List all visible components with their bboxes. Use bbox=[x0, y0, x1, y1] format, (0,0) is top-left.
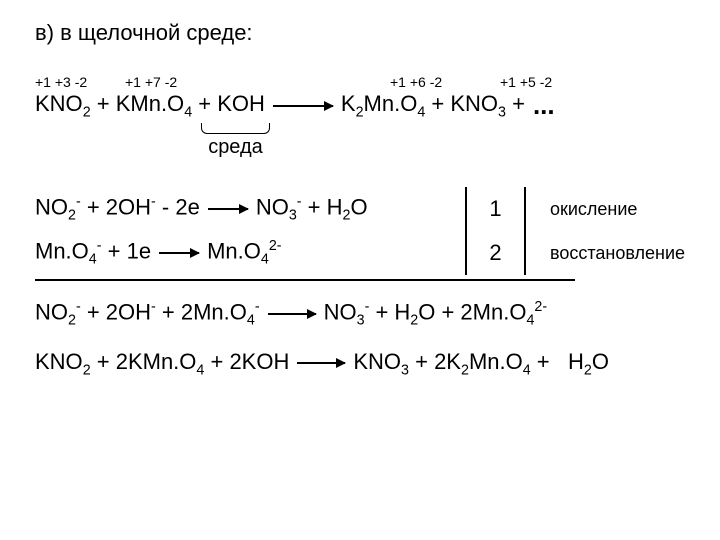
separator bbox=[524, 187, 526, 275]
environment-label: среда bbox=[193, 123, 278, 159]
eq1-rhs-a: K2Mn.O4 + KNO3 + bbox=[341, 91, 525, 120]
ox-l1: +1 +3 -2 bbox=[35, 74, 125, 90]
main-equation: KNO2 + KMn.O4 + KOH K2Mn.O4 + KNO3 + ... bbox=[35, 90, 685, 121]
half-reaction-1: NO2- + 2OH- - 2e NO3- + H2O bbox=[35, 187, 451, 231]
eq1-rhs-b: ... bbox=[533, 90, 555, 121]
arrow-icon bbox=[159, 252, 199, 254]
ox-r2: +1 +5 -2 bbox=[500, 74, 590, 90]
ox-l2: +1 +7 -2 bbox=[125, 74, 235, 90]
oxidation-states: +1 +3 -2 +1 +7 -2 +1 +6 -2 +1 +5 -2 bbox=[35, 74, 685, 90]
arrow-icon bbox=[273, 105, 333, 107]
ionic-sum: NO2- + 2OH- + 2Mn.O4- NO3- + H2O + 2Mn.O… bbox=[35, 299, 685, 329]
eq1-lhs: KNO2 + KMn.O4 + KOH bbox=[35, 91, 265, 120]
brace-icon bbox=[201, 123, 270, 134]
final-equation: KNO2 + 2KMn.O4 + 2KOH KNO3 + 2K2Mn.O4 + … bbox=[35, 349, 685, 378]
half-reaction-2: Mn.O4- + 1e Mn.O42- bbox=[35, 231, 451, 275]
separator bbox=[465, 187, 467, 275]
sreda-text: среда bbox=[193, 136, 278, 159]
arrow-icon bbox=[208, 208, 248, 210]
label-reduction: восстановление bbox=[550, 243, 685, 264]
divider bbox=[35, 279, 575, 281]
section-title: в) в щелочной среде: bbox=[35, 20, 685, 46]
label-oxidation: окисление bbox=[550, 199, 685, 220]
arrow-icon bbox=[268, 313, 316, 315]
ox-r1: +1 +6 -2 bbox=[390, 74, 500, 90]
arrow-icon bbox=[297, 362, 345, 364]
coeff-1: 1 bbox=[481, 196, 510, 222]
coeff-2: 2 bbox=[481, 240, 510, 266]
